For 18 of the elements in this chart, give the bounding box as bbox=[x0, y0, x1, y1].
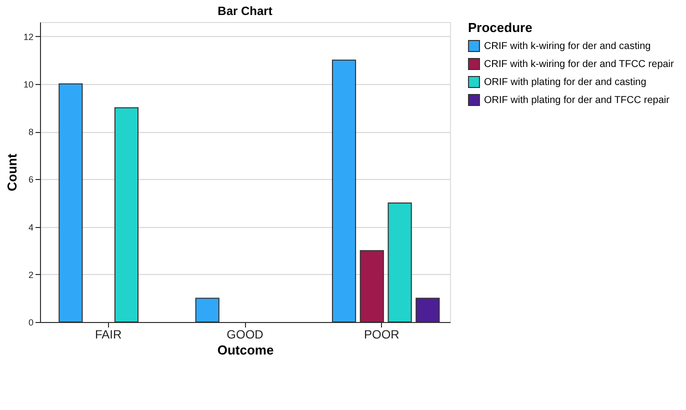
y-tick-label: 0 bbox=[28, 318, 34, 328]
x-tick-label: POOR bbox=[364, 328, 400, 342]
legend-label: ORIF with plating for der and casting bbox=[484, 77, 646, 88]
x-axis-title: Outcome bbox=[217, 342, 274, 358]
legend-label: CRIF with k-wiring for der and TFCC repair bbox=[484, 59, 675, 70]
x-tick-label: FAIR bbox=[94, 328, 122, 342]
x-tick-label: GOOD bbox=[226, 328, 264, 342]
y-tick-label: 12 bbox=[23, 32, 34, 42]
legend-label: ORIF with plating for der and TFCC repair bbox=[484, 95, 670, 106]
y-axis-title: Count bbox=[4, 153, 20, 192]
y-tick-label: 8 bbox=[28, 127, 34, 138]
legend-label: CRIF with k-wiring for der and casting bbox=[484, 41, 651, 52]
y-tick-label: 10 bbox=[23, 79, 34, 90]
y-tick-label: 4 bbox=[28, 222, 34, 232]
legend-title: Procedure bbox=[468, 20, 532, 35]
y-tick-label: 6 bbox=[28, 174, 34, 185]
y-tick-label: 2 bbox=[28, 270, 34, 280]
chart-title: Bar Chart bbox=[218, 4, 272, 18]
